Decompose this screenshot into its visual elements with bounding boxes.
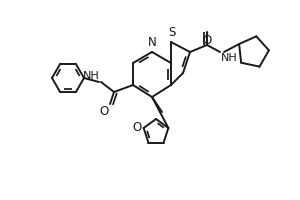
Text: O: O (132, 121, 142, 134)
Text: NH: NH (221, 53, 238, 63)
Text: N: N (148, 36, 156, 49)
Text: NH: NH (83, 71, 100, 81)
Text: S: S (168, 26, 176, 40)
Text: O: O (100, 105, 109, 118)
Text: O: O (202, 34, 211, 47)
